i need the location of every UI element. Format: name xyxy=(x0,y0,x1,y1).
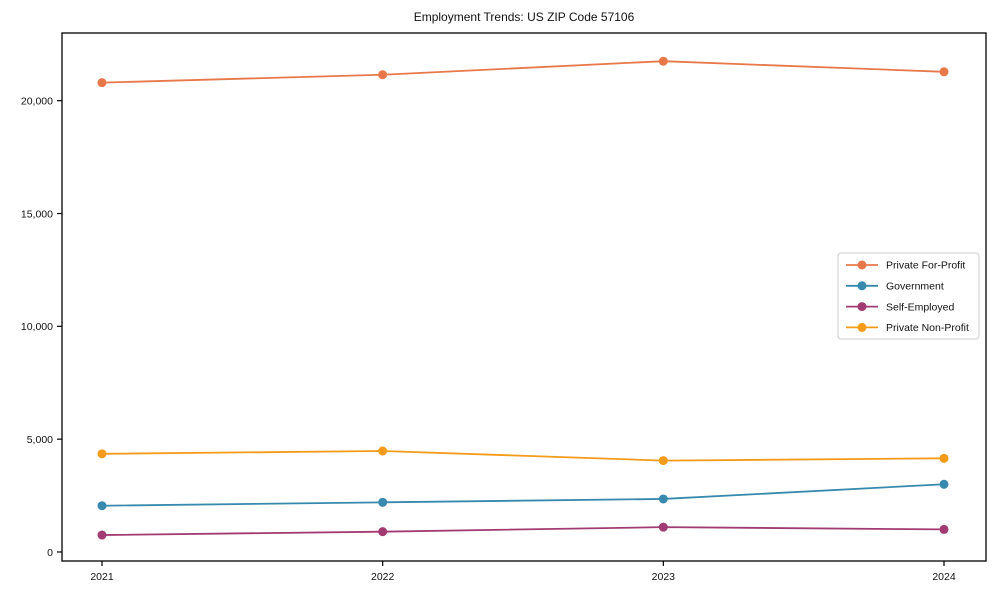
legend-label-self-employed: Self-Employed xyxy=(886,301,954,313)
legend-box xyxy=(837,252,980,340)
series-marker-private-for-profit xyxy=(378,70,388,80)
x-tick-label: 2024 xyxy=(932,571,956,583)
legend-layer: Private For-Profit Government Self-Employe… xyxy=(837,252,980,340)
legend-marker-government xyxy=(857,281,867,291)
series-marker-government xyxy=(939,479,949,489)
series-marker-private-non-profit xyxy=(658,456,668,466)
legend-marker-self-employed xyxy=(857,302,867,312)
series-line-government xyxy=(101,483,945,507)
series-marker-private-for-profit xyxy=(939,67,949,77)
series-marker-self-employed xyxy=(939,524,949,534)
series-marker-private-for-profit xyxy=(658,56,668,66)
series-layer xyxy=(97,56,949,540)
legend-label-private-non-profit: Private Non-Profit xyxy=(886,322,969,334)
series-marker-private-for-profit xyxy=(97,78,107,88)
series-marker-self-employed xyxy=(378,527,388,537)
legend-label-private-for-profit: Private For-Profit xyxy=(886,260,965,272)
legend-label-government: Government xyxy=(886,281,944,293)
x-tick-label: 2022 xyxy=(371,571,395,583)
y-tick-label: 15,000 xyxy=(21,208,53,220)
series-line-self-employed xyxy=(101,526,945,536)
series-marker-private-non-profit xyxy=(378,446,388,456)
series-marker-government xyxy=(658,494,668,504)
y-tick-label: 10,000 xyxy=(21,321,53,333)
legend-marker-private-for-profit xyxy=(857,260,867,270)
y-tick-label: 20,000 xyxy=(21,95,53,107)
series-marker-private-non-profit xyxy=(97,449,107,459)
series-marker-private-non-profit xyxy=(939,453,949,463)
plot-area-border xyxy=(61,32,987,562)
series-line-private-non-profit xyxy=(101,450,945,462)
series-marker-government xyxy=(378,497,388,507)
legend-marker-private-non-profit xyxy=(857,322,867,332)
series-marker-government xyxy=(97,501,107,511)
y-tick-label: 5,000 xyxy=(27,434,53,446)
chart-title: Employment Trends: US ZIP Code 57106 xyxy=(414,10,635,24)
y-tick-label: 0 xyxy=(47,547,53,559)
x-tick-label: 2021 xyxy=(90,571,114,583)
x-tick-label: 2023 xyxy=(652,571,676,583)
series-marker-self-employed xyxy=(97,530,107,540)
axes-layer: 0 5,000 10,000 15,000 20,000 2021 2022 2023 2024 xyxy=(21,32,987,583)
series-marker-self-employed xyxy=(658,522,668,532)
series-line-private-for-profit xyxy=(101,60,945,84)
